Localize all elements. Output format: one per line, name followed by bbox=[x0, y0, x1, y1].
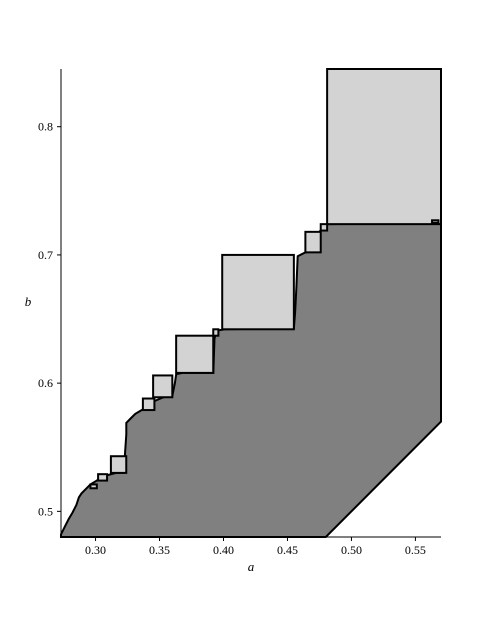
light-region-11 bbox=[212, 328, 220, 337]
y-axis-title: b bbox=[25, 294, 32, 309]
x-tick-label: 0.30 bbox=[85, 543, 106, 557]
light-region-1 bbox=[326, 68, 443, 226]
x-axis-title: a bbox=[248, 559, 255, 574]
axes bbox=[60, 69, 441, 538]
light-region-4 bbox=[304, 230, 322, 254]
light-region-12 bbox=[431, 219, 440, 224]
y-tick-label: 0.5 bbox=[38, 504, 53, 518]
x-tick-label: 0.40 bbox=[213, 543, 234, 557]
x-tick-label: 0.35 bbox=[149, 543, 170, 557]
light-region-10 bbox=[319, 223, 329, 232]
light-region-9 bbox=[89, 483, 98, 490]
light-region-2 bbox=[221, 253, 295, 331]
x-tick-label: 0.45 bbox=[277, 543, 298, 557]
x-tick-label: 0.50 bbox=[341, 543, 362, 557]
tick-marks: 0.30 0.35 0.40 0.45 0.50 0.55 0.5 0.6 0.7 0.8 bbox=[38, 120, 426, 557]
light-region-6 bbox=[109, 455, 128, 474]
light-region-3 bbox=[175, 334, 215, 374]
y-tick-label: 0.7 bbox=[38, 248, 53, 262]
plot-regions bbox=[60, 68, 443, 538]
y-tick-label: 0.6 bbox=[38, 376, 53, 390]
x-tick-label: 0.55 bbox=[405, 543, 426, 557]
light-region-8 bbox=[97, 473, 109, 482]
y-tick-label: 0.8 bbox=[38, 120, 53, 134]
light-region-7 bbox=[141, 397, 156, 412]
light-region-5 bbox=[152, 374, 174, 399]
